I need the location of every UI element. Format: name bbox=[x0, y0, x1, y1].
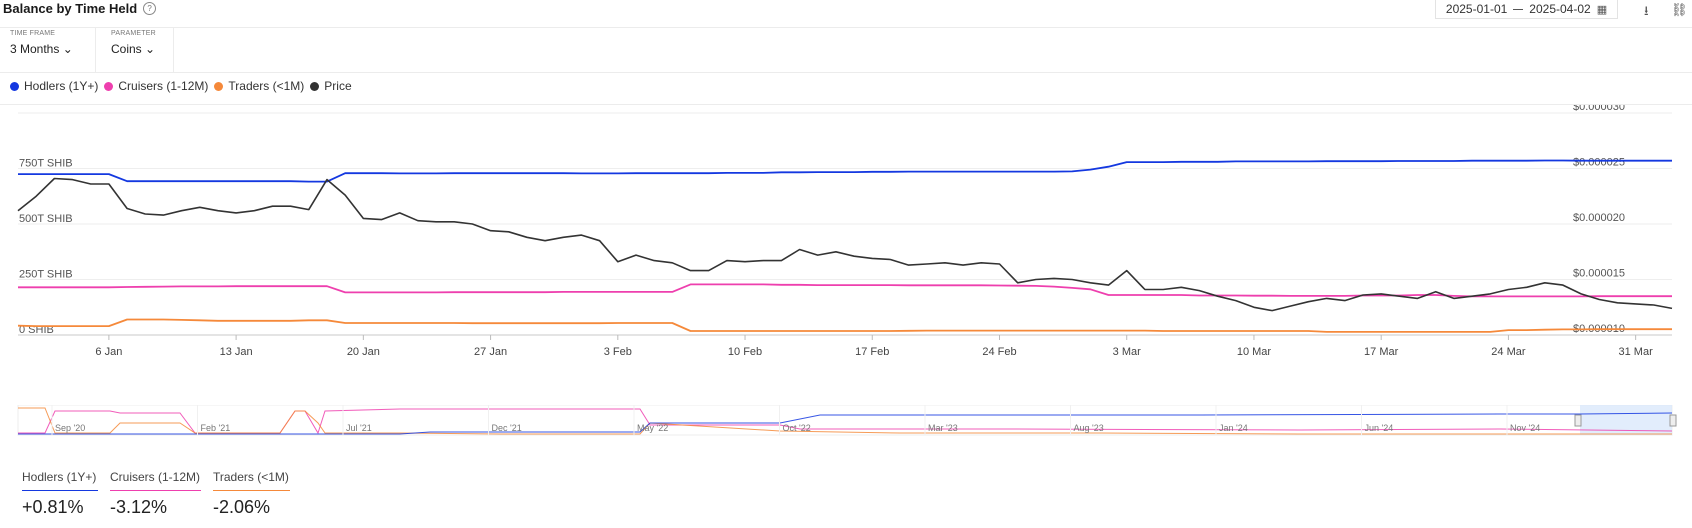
parameter-label: PARAMETER bbox=[111, 30, 156, 37]
x-tick-label: 6 Jan bbox=[95, 346, 122, 358]
header-divider bbox=[0, 27, 1692, 28]
navigator-label: May '22 bbox=[637, 423, 668, 433]
timeframe-control[interactable]: TIME FRAME 3 Months ⌄ bbox=[10, 30, 73, 72]
stat-value: +0.81% bbox=[22, 497, 84, 517]
parameter-value: Coins bbox=[111, 42, 142, 56]
x-tick-label: 3 Mar bbox=[1113, 346, 1141, 358]
navigator-chart[interactable]: Sep '20 Feb '21 Jul '21 Dec '21 May '22 Oct '… bbox=[0, 405, 1692, 445]
navigator-label: Aug '23 bbox=[1074, 423, 1104, 433]
x-tick-label: 20 Jan bbox=[347, 346, 380, 358]
series-line-hodlers bbox=[18, 159, 1672, 183]
control-divider bbox=[173, 28, 174, 72]
y-right-tick-label: $0.000025 bbox=[1573, 157, 1625, 169]
legend-dot bbox=[104, 81, 114, 91]
navigator-label: Oct '22 bbox=[783, 423, 811, 433]
download-icon[interactable]: ⭳ bbox=[1644, 3, 1649, 18]
help-icon[interactable]: ? bbox=[143, 2, 157, 15]
navigator-label: Jan '24 bbox=[1219, 423, 1248, 433]
stat-label: Hodlers (1Y+) bbox=[22, 470, 98, 491]
navigator-label: Sep '20 bbox=[55, 423, 85, 433]
legend-label: Cruisers (1-12M) bbox=[118, 79, 209, 93]
legend-label: Price bbox=[324, 79, 352, 93]
date-from: 2025-01-01 bbox=[1445, 2, 1508, 16]
stat-cruisers: Cruisers (1-12M) -3.12% bbox=[110, 470, 201, 518]
navigator-label: Feb '21 bbox=[201, 423, 231, 433]
change-stats: Hodlers (1Y+) +0.81% Cruisers (1-12M) -3… bbox=[22, 470, 290, 518]
navigator-label: Mar '23 bbox=[928, 423, 958, 433]
control-divider bbox=[95, 28, 96, 72]
link-icon[interactable]: ⛓ bbox=[1671, 2, 1688, 17]
legend-dot bbox=[214, 81, 224, 91]
chevron-down-icon: ⌄ bbox=[62, 42, 73, 56]
legend-label: Traders (<1M) bbox=[228, 79, 305, 93]
stat-traders: Traders (<1M) -2.06% bbox=[213, 470, 290, 518]
y-left-tick-label: 250T SHIB bbox=[19, 269, 73, 281]
legend-item-traders[interactable]: Traders (<1M) bbox=[214, 79, 304, 93]
legend-label: Hodlers (1Y+) bbox=[24, 79, 99, 93]
chart-legend: Hodlers (1Y+) Cruisers (1-12M) Traders (… bbox=[10, 79, 352, 93]
date-to: 2025-04-02 bbox=[1529, 2, 1591, 16]
navigator-label: Jun '24 bbox=[1365, 423, 1394, 433]
y-left-tick-label: 750T SHIB bbox=[19, 158, 73, 170]
x-tick-label: 10 Feb bbox=[728, 346, 762, 358]
legend-dot bbox=[310, 81, 320, 91]
navigator-line-traders bbox=[18, 407, 1672, 435]
legend-item-hodlers[interactable]: Hodlers (1Y+) bbox=[10, 79, 98, 93]
x-tick-label: 31 Mar bbox=[1619, 346, 1654, 358]
date-range-separator bbox=[1513, 8, 1524, 10]
x-tick-label: 3 Feb bbox=[604, 346, 632, 358]
y-left-tick-label: 0 SHIB bbox=[19, 324, 54, 336]
y-left-tick-label: 500T SHIB bbox=[19, 213, 73, 225]
x-tick-label: 24 Mar bbox=[1491, 346, 1526, 358]
x-tick-label: 17 Feb bbox=[855, 346, 889, 358]
series-line-price bbox=[17, 177, 1673, 312]
date-range-picker[interactable]: 2025-01-01 2025-04-02 ▦ bbox=[1435, 0, 1618, 19]
navigator-line-cruisers bbox=[18, 408, 1673, 435]
x-tick-label: 10 Mar bbox=[1237, 346, 1272, 358]
x-tick-label: 17 Mar bbox=[1364, 346, 1399, 358]
timeframe-label: TIME FRAME bbox=[10, 30, 56, 37]
y-right-tick-label: $0.000030 bbox=[1573, 105, 1625, 113]
parameter-control[interactable]: PARAMETER Coins ⌄ bbox=[111, 30, 156, 72]
chevron-down-icon: ⌄ bbox=[145, 42, 156, 56]
navigator-label: Jul '21 bbox=[346, 423, 372, 433]
series-line-traders bbox=[17, 318, 1672, 333]
y-right-tick-label: $0.000015 bbox=[1573, 268, 1625, 280]
controls-divider bbox=[0, 72, 1692, 73]
x-tick-label: 13 Jan bbox=[220, 346, 253, 358]
calendar-icon: ▦ bbox=[1596, 3, 1608, 16]
navigator-label: Dec '21 bbox=[492, 423, 522, 433]
stat-value: -3.12% bbox=[110, 497, 168, 517]
series-line-cruisers bbox=[18, 283, 1672, 298]
timeframe-select[interactable]: 3 Months ⌄ bbox=[10, 42, 73, 56]
legend-item-price[interactable]: Price bbox=[310, 79, 352, 93]
navigator-handle-left bbox=[1574, 414, 1582, 427]
stat-label: Cruisers (1-12M) bbox=[110, 470, 201, 491]
x-tick-label: 24 Feb bbox=[982, 346, 1016, 358]
timeframe-value: 3 Months bbox=[10, 42, 60, 56]
stat-label: Traders (<1M) bbox=[213, 470, 290, 491]
legend-item-cruisers[interactable]: Cruisers (1-12M) bbox=[104, 79, 208, 93]
navigator-frame bbox=[17, 405, 1673, 436]
y-right-tick-label: $0.000020 bbox=[1573, 212, 1625, 224]
chart-title: Balance by Time Held ? bbox=[3, 1, 157, 16]
parameter-select[interactable]: Coins ⌄ bbox=[111, 42, 156, 56]
navigator-label: Nov '24 bbox=[1510, 423, 1540, 433]
stat-hodlers: Hodlers (1Y+) +0.81% bbox=[22, 470, 98, 518]
main-chart[interactable]: $0.000010$0.000015$0.000020$0.000025$0.0… bbox=[0, 105, 1692, 395]
legend-divider bbox=[0, 104, 1692, 105]
x-tick-label: 27 Jan bbox=[474, 346, 507, 358]
navigator-handle-right bbox=[1669, 414, 1677, 427]
legend-dot bbox=[10, 81, 19, 91]
stat-value: -2.06% bbox=[213, 497, 271, 517]
chart-title-text: Balance by Time Held bbox=[3, 1, 138, 16]
